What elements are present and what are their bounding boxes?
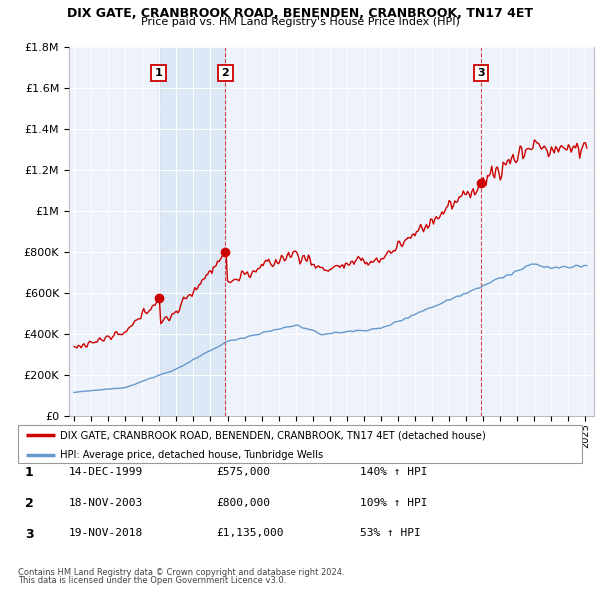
Text: 14-DEC-1999: 14-DEC-1999 xyxy=(69,467,143,477)
Text: 3: 3 xyxy=(478,68,485,78)
Text: 18-NOV-2003: 18-NOV-2003 xyxy=(69,498,143,507)
Text: £1,135,000: £1,135,000 xyxy=(216,529,284,538)
Text: £800,000: £800,000 xyxy=(216,498,270,507)
FancyBboxPatch shape xyxy=(18,425,582,463)
Text: 53% ↑ HPI: 53% ↑ HPI xyxy=(360,529,421,538)
Text: 140% ↑ HPI: 140% ↑ HPI xyxy=(360,467,427,477)
Text: 1: 1 xyxy=(155,68,163,78)
Text: £575,000: £575,000 xyxy=(216,467,270,477)
Text: 3: 3 xyxy=(25,527,34,541)
Text: Contains HM Land Registry data © Crown copyright and database right 2024.: Contains HM Land Registry data © Crown c… xyxy=(18,568,344,577)
Text: DIX GATE, CRANBROOK ROAD, BENENDEN, CRANBROOK, TN17 4ET: DIX GATE, CRANBROOK ROAD, BENENDEN, CRAN… xyxy=(67,7,533,20)
Text: 2: 2 xyxy=(221,68,229,78)
Text: 19-NOV-2018: 19-NOV-2018 xyxy=(69,529,143,538)
Text: 2: 2 xyxy=(25,497,34,510)
Text: This data is licensed under the Open Government Licence v3.0.: This data is licensed under the Open Gov… xyxy=(18,576,286,585)
Bar xyxy=(158,47,226,416)
Text: 109% ↑ HPI: 109% ↑ HPI xyxy=(360,498,427,507)
Text: HPI: Average price, detached house, Tunbridge Wells: HPI: Average price, detached house, Tunb… xyxy=(60,450,323,460)
Text: Price paid vs. HM Land Registry's House Price Index (HPI): Price paid vs. HM Land Registry's House … xyxy=(140,17,460,27)
Text: 1: 1 xyxy=(25,466,34,480)
Text: DIX GATE, CRANBROOK ROAD, BENENDEN, CRANBROOK, TN17 4ET (detached house): DIX GATE, CRANBROOK ROAD, BENENDEN, CRAN… xyxy=(60,430,486,440)
